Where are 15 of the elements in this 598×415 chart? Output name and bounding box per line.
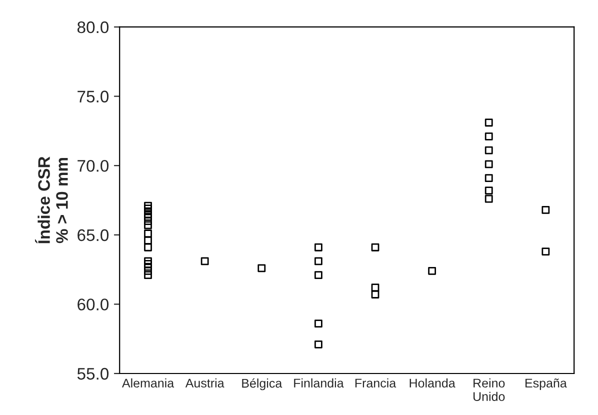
x-tick-label: Reino Unido [474, 378, 505, 402]
x-tick-label: Holanda [410, 378, 456, 388]
x-tick-label: Alemania [122, 378, 174, 388]
y-tick-label: 75.0 [78, 90, 109, 102]
y-axis-title: Índice CSR % > 10 mm [35, 156, 68, 244]
x-tick-label: Austria [185, 378, 224, 388]
x-tick-label: Francia [355, 378, 396, 388]
x-tick-label: España [526, 378, 567, 390]
x-tick-label: Bélgica [242, 378, 282, 390]
y-tick-label: 65.0 [78, 229, 109, 242]
y-tick-label: 60.0 [78, 298, 109, 310]
y-tick-label: 70.0 [78, 160, 109, 172]
y-tick-label: 80.0 [77, 21, 109, 34]
y-tick-label: 55.0 [77, 368, 109, 380]
x-tick-label: Finlandia [294, 378, 344, 388]
